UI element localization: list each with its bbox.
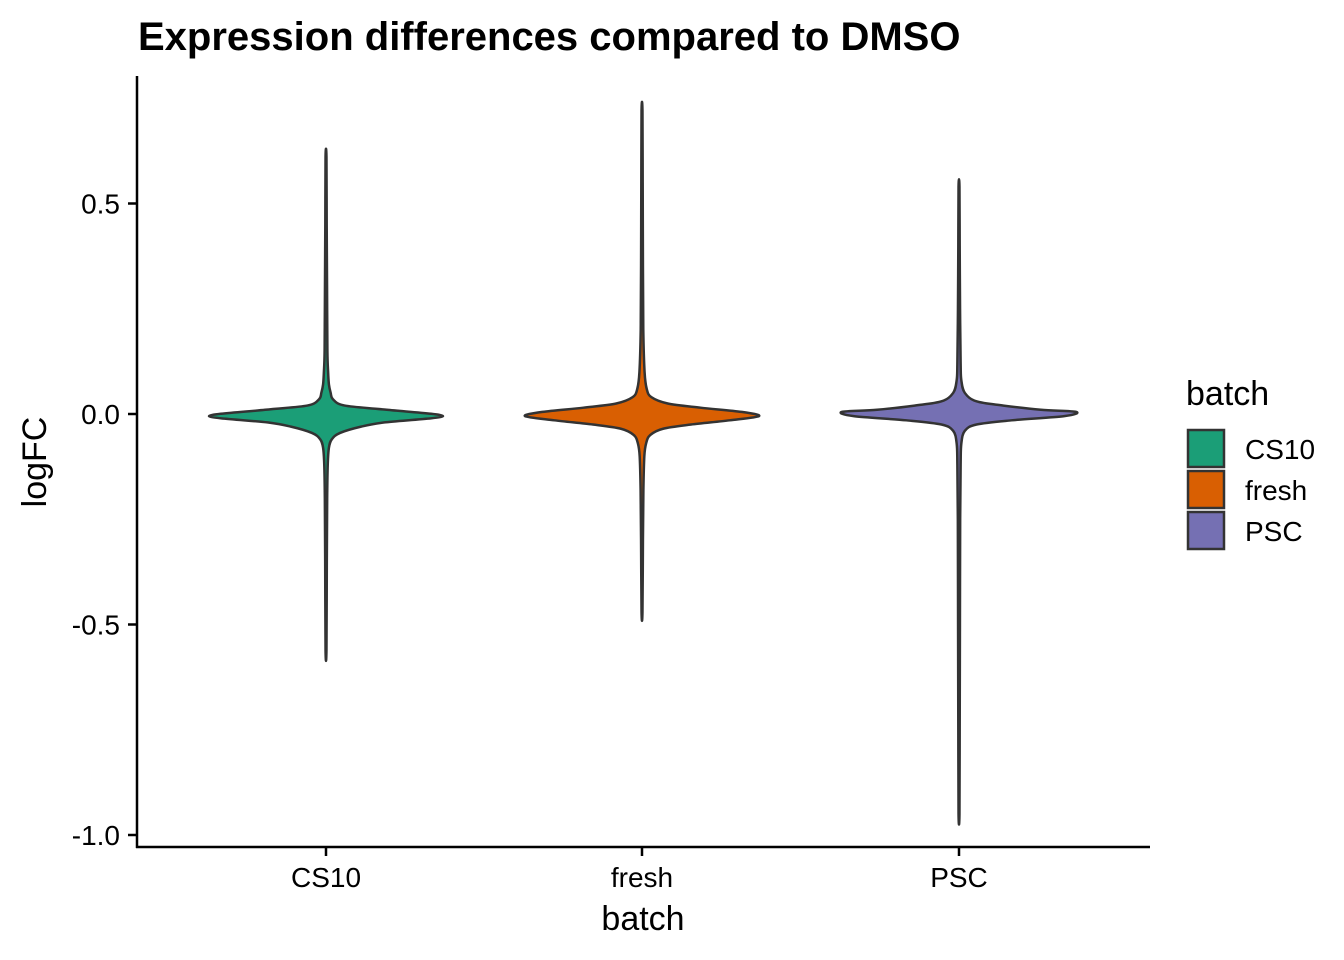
x-tick-label: PSC bbox=[930, 862, 988, 893]
x-tick-label: fresh bbox=[611, 862, 673, 893]
legend-label: CS10 bbox=[1245, 434, 1315, 465]
y-tick-label: -0.5 bbox=[72, 610, 120, 641]
y-tick-label: 0.5 bbox=[81, 189, 120, 220]
y-axis-ticks: 0.5 0.0 -0.5 -1.0 bbox=[72, 189, 137, 851]
y-axis-title: logFC bbox=[16, 417, 54, 508]
legend: batch CS10 fresh PSC bbox=[1186, 375, 1315, 551]
plot-area bbox=[207, 100, 1079, 826]
x-axis-ticks: CS10 fresh PSC bbox=[291, 847, 988, 893]
chart-title: Expression differences compared to DMSO bbox=[138, 15, 960, 59]
x-axis-title: batch bbox=[601, 900, 684, 938]
violin-cs10 bbox=[207, 147, 445, 663]
legend-label: PSC bbox=[1245, 516, 1303, 547]
violin-psc bbox=[839, 178, 1079, 826]
y-tick-label: -1.0 bbox=[72, 820, 120, 851]
violin-fresh bbox=[523, 100, 761, 623]
legend-label: fresh bbox=[1245, 475, 1307, 506]
legend-key-psc bbox=[1186, 510, 1226, 551]
legend-key-cs10 bbox=[1186, 428, 1226, 469]
legend-title: batch bbox=[1186, 375, 1269, 413]
legend-key-fresh bbox=[1186, 469, 1226, 510]
y-tick-label: 0.0 bbox=[81, 399, 120, 430]
x-tick-label: CS10 bbox=[291, 862, 361, 893]
